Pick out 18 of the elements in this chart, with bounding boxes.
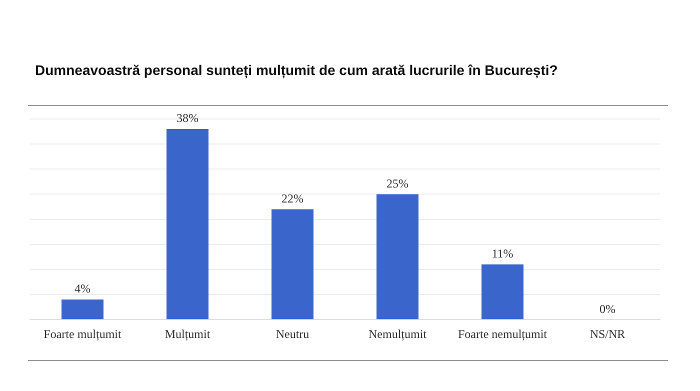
data-label: 22% xyxy=(282,191,304,206)
bar xyxy=(482,264,524,320)
bar xyxy=(166,129,208,320)
x-tick-label: Foarte nemulțumit xyxy=(458,326,548,341)
data-label: 11% xyxy=(492,246,514,261)
bar xyxy=(272,209,314,320)
bar xyxy=(62,300,104,320)
x-tick-label: Nemulțumit xyxy=(368,326,428,341)
data-label: 25% xyxy=(386,176,408,190)
data-label: 0% xyxy=(600,302,616,316)
x-tick-label: Neutru xyxy=(276,326,310,341)
x-tick-label: Mulțumit xyxy=(164,326,211,341)
bar xyxy=(376,194,418,320)
chart-title: Dumneavoastră personal sunteți mulțumit de cum arată lucrurile în București? xyxy=(35,62,558,78)
x-tick-label: Foarte mulțumit xyxy=(44,326,122,341)
x-tick-label: NS/NR xyxy=(590,326,626,341)
data-label: 4% xyxy=(74,282,90,296)
data-label: 38% xyxy=(176,111,198,126)
